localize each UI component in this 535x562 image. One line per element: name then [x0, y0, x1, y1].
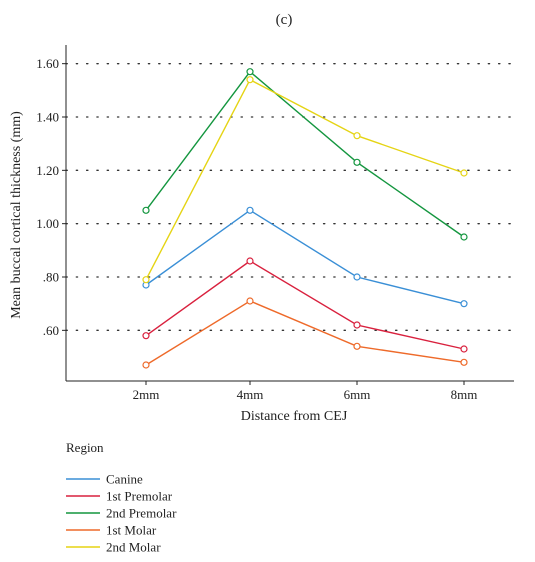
data-point [353, 342, 361, 350]
data-point [353, 158, 361, 166]
series-1st-premolar [142, 257, 468, 353]
data-point [246, 297, 254, 305]
legend-label: 2nd Premolar [106, 506, 177, 521]
data-point [142, 332, 150, 340]
y-tick-label: .80 [43, 270, 59, 285]
chart-title: (c) [276, 12, 293, 28]
series-1st-molar [142, 297, 468, 369]
x-tick-label: 6mm [344, 387, 371, 402]
grid-lines [65, 63, 515, 331]
x-tick-label: 4mm [237, 387, 264, 402]
series-2nd-premolar [142, 68, 468, 241]
series-line [145, 70, 465, 238]
y-tick-label: .60 [43, 323, 59, 338]
data-point [353, 132, 361, 140]
x-tick-label: 8mm [451, 387, 478, 402]
data-point [246, 206, 254, 214]
data-point [460, 345, 468, 353]
y-tick-label: 1.00 [36, 216, 59, 231]
series-2nd-molar [142, 76, 468, 284]
legend: Region Canine 1st Premolar 2nd Premolar 1st… [66, 440, 177, 555]
y-tick-label: 1.60 [36, 56, 59, 71]
y-axis-ticks: .60 .80 1.00 1.20 1.40 1.60 [36, 56, 66, 338]
series-line [145, 209, 465, 305]
legend-label: 1st Molar [106, 523, 157, 538]
y-axis-title: Mean buccal cortical thickness (mm) [9, 111, 24, 319]
data-point [246, 76, 254, 84]
series-line [145, 78, 465, 281]
data-point [353, 273, 361, 281]
axes [65, 45, 514, 382]
series-line [145, 260, 465, 350]
legend-label: Canine [106, 472, 143, 487]
x-axis-title: Distance from CEJ [241, 409, 348, 424]
x-axis-ticks: 2mm 4mm 6mm 8mm [133, 381, 478, 402]
data-point [353, 321, 361, 329]
x-tick-label: 2mm [133, 387, 160, 402]
data-point [460, 300, 468, 308]
y-tick-label: 1.20 [36, 163, 59, 178]
data-point [460, 233, 468, 241]
data-point [142, 206, 150, 214]
data-point [246, 68, 254, 76]
series-canine [142, 206, 468, 308]
series-lines [142, 68, 468, 369]
data-point [142, 276, 150, 284]
legend-label: 1st Premolar [106, 489, 173, 504]
data-point [460, 358, 468, 366]
y-tick-label: 1.40 [36, 110, 59, 125]
legend-label: 2nd Molar [106, 540, 161, 555]
series-line [145, 300, 465, 366]
data-point [246, 257, 254, 265]
legend-title: Region [66, 440, 104, 455]
data-point [142, 361, 150, 369]
data-point [460, 169, 468, 177]
